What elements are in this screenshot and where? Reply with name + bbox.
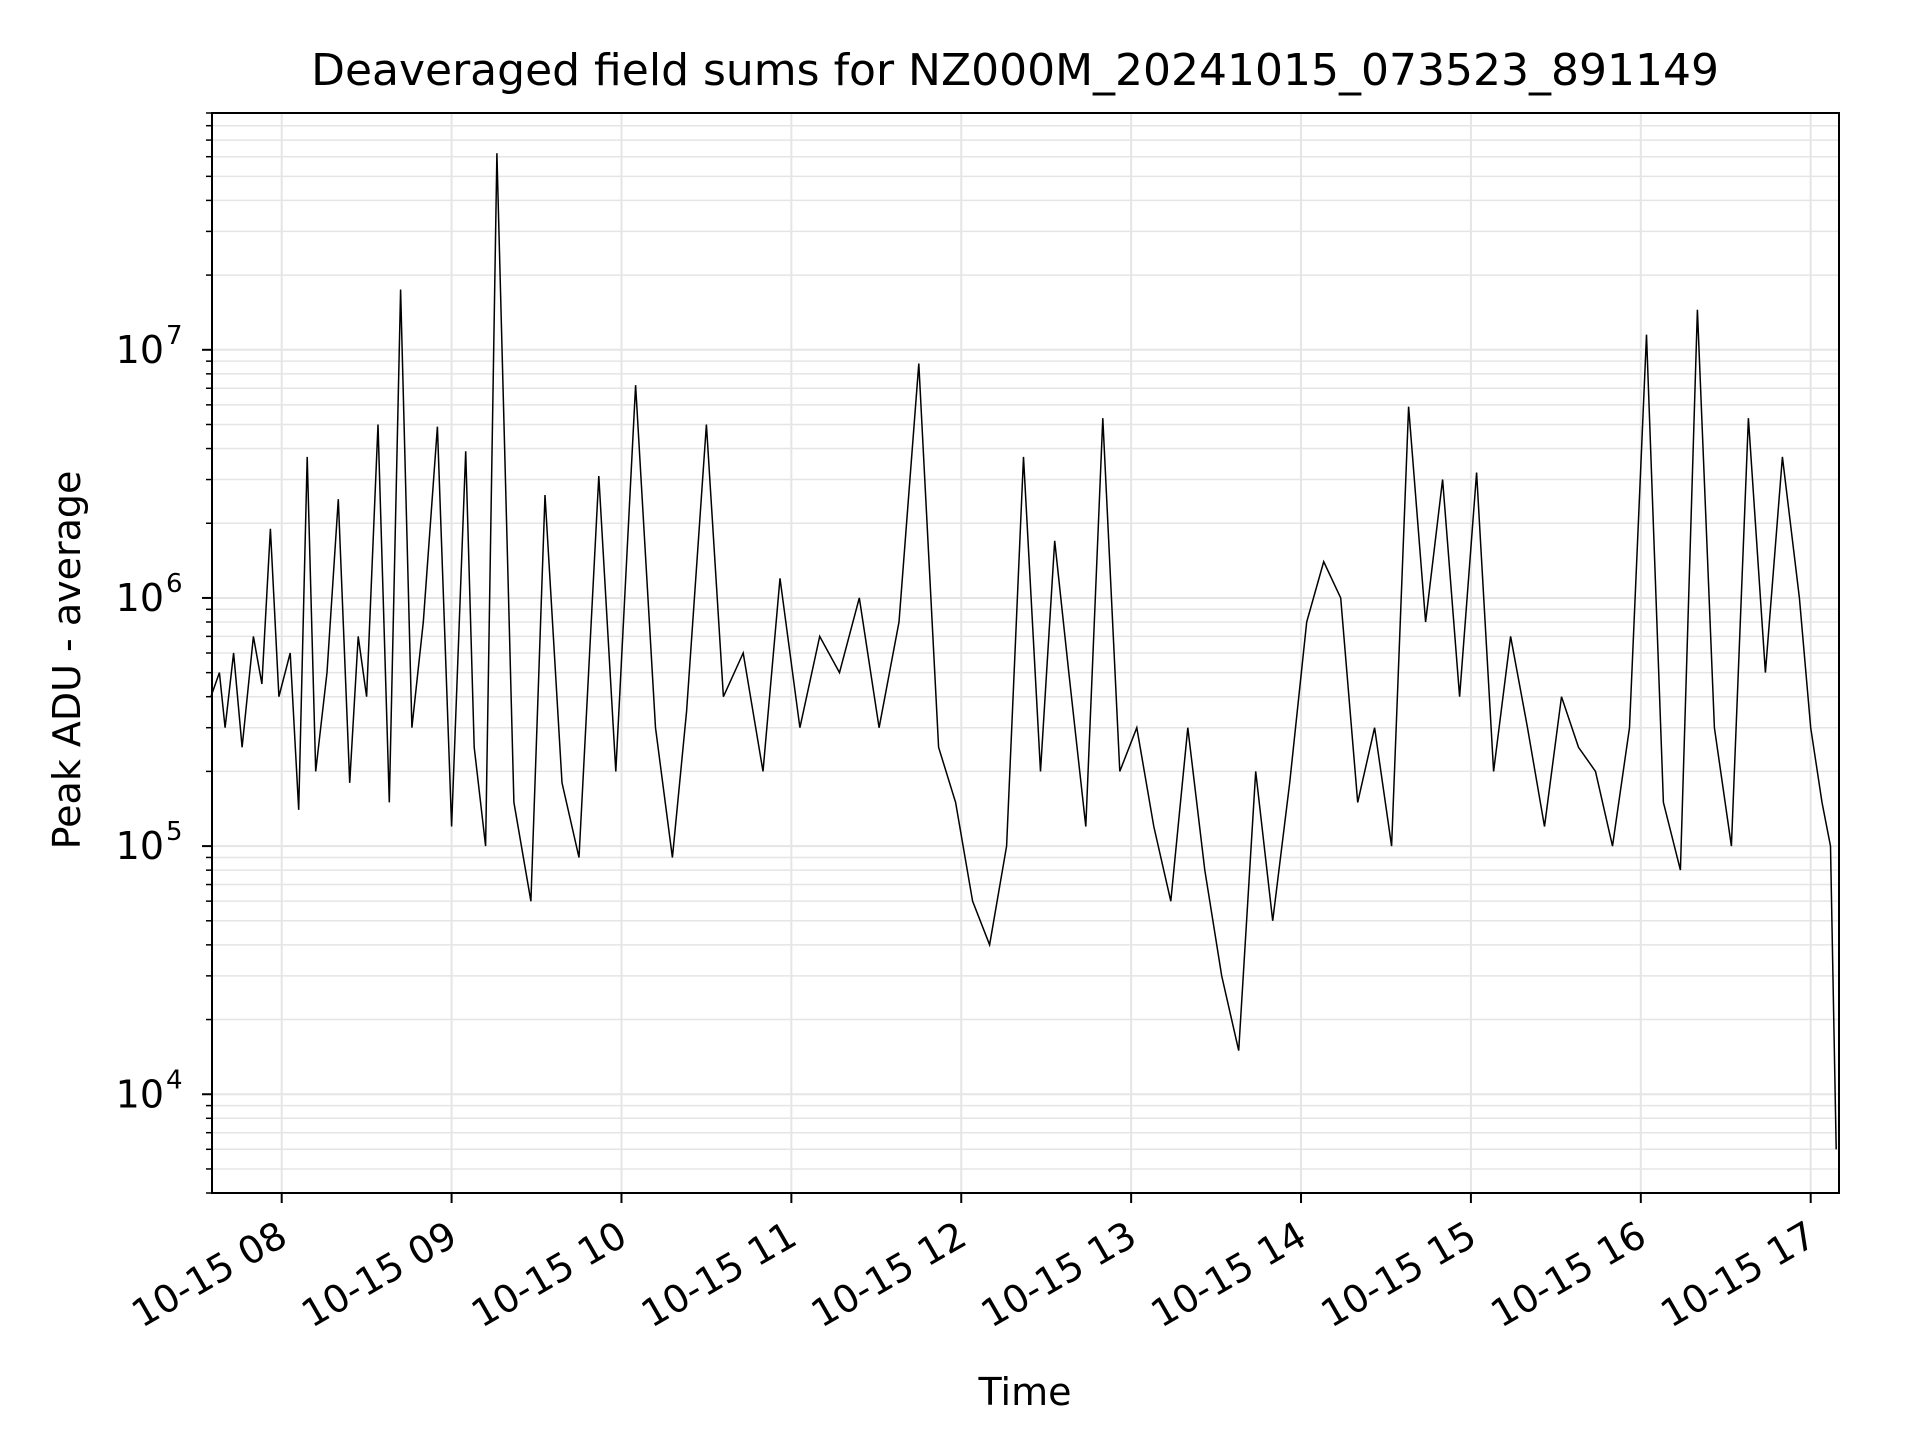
y-tick-label: 10 bbox=[116, 824, 164, 868]
series-layer bbox=[210, 153, 1837, 1150]
y-tick-label: 10 bbox=[116, 576, 164, 620]
y-tick-label: 10 bbox=[116, 1072, 164, 1116]
y-axis-label: Peak ADU - average bbox=[45, 471, 89, 850]
y-tick-exponent: 4 bbox=[166, 1065, 183, 1095]
y-tick-exponent: 6 bbox=[166, 569, 183, 599]
y-tick-exponent: 5 bbox=[166, 817, 183, 847]
y-tick-exponent: 7 bbox=[166, 321, 183, 351]
chart-title: Deaveraged field sums for NZ000M_2024101… bbox=[311, 45, 1719, 96]
grid bbox=[212, 112, 1839, 1194]
x-axis-label: Time bbox=[978, 1370, 1072, 1414]
y-tick-label: 10 bbox=[116, 328, 164, 372]
series-line bbox=[210, 153, 1837, 1150]
